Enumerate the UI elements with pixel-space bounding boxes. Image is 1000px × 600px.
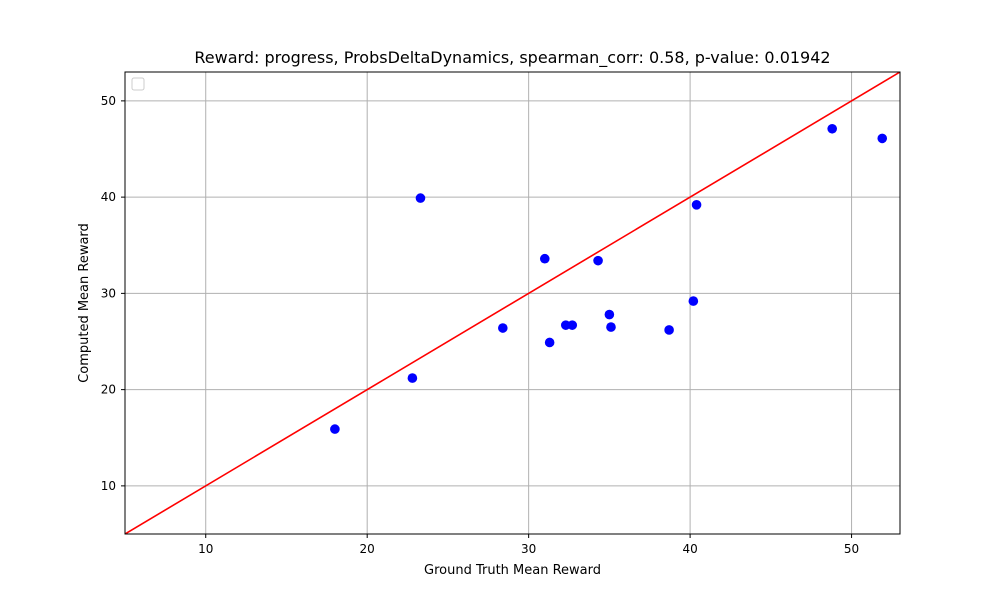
- x-tick-label: 50: [844, 542, 859, 556]
- x-tick-label: 30: [521, 542, 536, 556]
- grid: [125, 72, 900, 534]
- x-tick-label: 10: [198, 542, 213, 556]
- chart-title: Reward: progress, ProbsDeltaDynamics, sp…: [194, 48, 830, 68]
- data-point: [877, 133, 888, 144]
- data-point: [691, 200, 702, 210]
- data-point: [415, 193, 426, 203]
- data-point: [664, 325, 674, 335]
- reference-line: [125, 72, 900, 534]
- y-tick-label: 10: [101, 479, 116, 493]
- y-axis-label: Computed Mean Reward: [77, 223, 92, 383]
- plot-area: 10 20 30 40 50 10 20 30 40 50: [101, 71, 901, 556]
- data-point: [606, 322, 616, 332]
- data-point: [827, 123, 837, 134]
- data-point: [544, 337, 555, 348]
- data-point: [593, 255, 603, 266]
- data-point: [567, 320, 578, 330]
- data-point: [688, 296, 699, 306]
- y-tick-label: 30: [101, 286, 116, 300]
- plot-frame: [124, 71, 901, 535]
- y-tick-label: 40: [101, 190, 116, 204]
- legend: [131, 77, 145, 91]
- x-tick-label: 40: [682, 542, 697, 556]
- data-point: [407, 373, 418, 383]
- data-point: [330, 424, 340, 434]
- data-points: [330, 123, 888, 434]
- legend-box: [131, 77, 145, 91]
- y-tick-label: 20: [101, 383, 116, 397]
- data-point: [604, 309, 615, 320]
- data-point: [539, 253, 550, 264]
- x-axis-label: Ground Truth Mean Reward: [424, 563, 601, 578]
- reference-line-layer: [125, 72, 900, 534]
- x-tick-label: 20: [360, 542, 375, 556]
- data-point: [498, 323, 508, 333]
- axis-ticks: 10 20 30 40 50 10 20 30 40 50: [101, 94, 859, 556]
- y-tick-label: 50: [101, 94, 116, 108]
